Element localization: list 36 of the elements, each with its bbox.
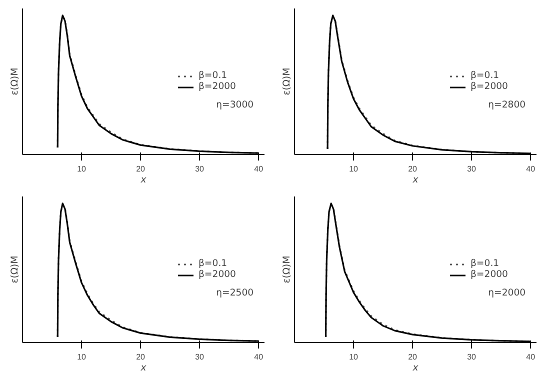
annotation: η=2500 bbox=[216, 288, 254, 299]
annotation: η=2800 bbox=[488, 100, 526, 111]
legend-label: β=0.1 bbox=[470, 70, 500, 81]
x-tick-label: 40 bbox=[254, 352, 264, 362]
x-tick-label: 20 bbox=[136, 164, 146, 174]
x-tick-label: 40 bbox=[526, 352, 536, 362]
legend-label: β=2000 bbox=[198, 269, 236, 280]
legend-label: β=2000 bbox=[470, 269, 508, 280]
x-tick-label: 10 bbox=[349, 164, 359, 174]
x-axis-title: x bbox=[412, 174, 419, 186]
x-tick-label: 30 bbox=[467, 352, 477, 362]
legend-label: β=0.1 bbox=[198, 258, 228, 269]
annotation: η=2000 bbox=[488, 288, 526, 299]
x-tick-label: 10 bbox=[77, 352, 87, 362]
x-tick-label: 30 bbox=[467, 164, 477, 174]
legend-label: β=2000 bbox=[198, 81, 236, 92]
x-tick-label: 20 bbox=[408, 164, 418, 174]
legend-label: β=0.1 bbox=[470, 258, 500, 269]
x-axis-title: x bbox=[412, 362, 419, 374]
x-axis-title: x bbox=[140, 174, 147, 186]
x-tick-label: 20 bbox=[136, 352, 146, 362]
y-axis-title: ε(Ω)M bbox=[10, 256, 20, 284]
y-axis-title: ε(Ω)M bbox=[10, 68, 20, 96]
legend-label: β=0.1 bbox=[198, 70, 228, 81]
x-axis-title: x bbox=[140, 362, 147, 374]
x-tick-label: 30 bbox=[195, 352, 205, 362]
x-tick-label: 40 bbox=[254, 164, 264, 174]
x-tick-label: 20 bbox=[408, 352, 418, 362]
x-tick-label: 30 bbox=[195, 164, 205, 174]
x-tick-label: 40 bbox=[526, 164, 536, 174]
legend-label: β=2000 bbox=[470, 81, 508, 92]
x-tick-label: 10 bbox=[77, 164, 87, 174]
annotation: η=3000 bbox=[216, 100, 254, 111]
x-tick-label: 10 bbox=[349, 352, 359, 362]
y-axis-title: ε(Ω)M bbox=[282, 256, 292, 284]
y-axis-title: ε(Ω)M bbox=[282, 68, 292, 96]
